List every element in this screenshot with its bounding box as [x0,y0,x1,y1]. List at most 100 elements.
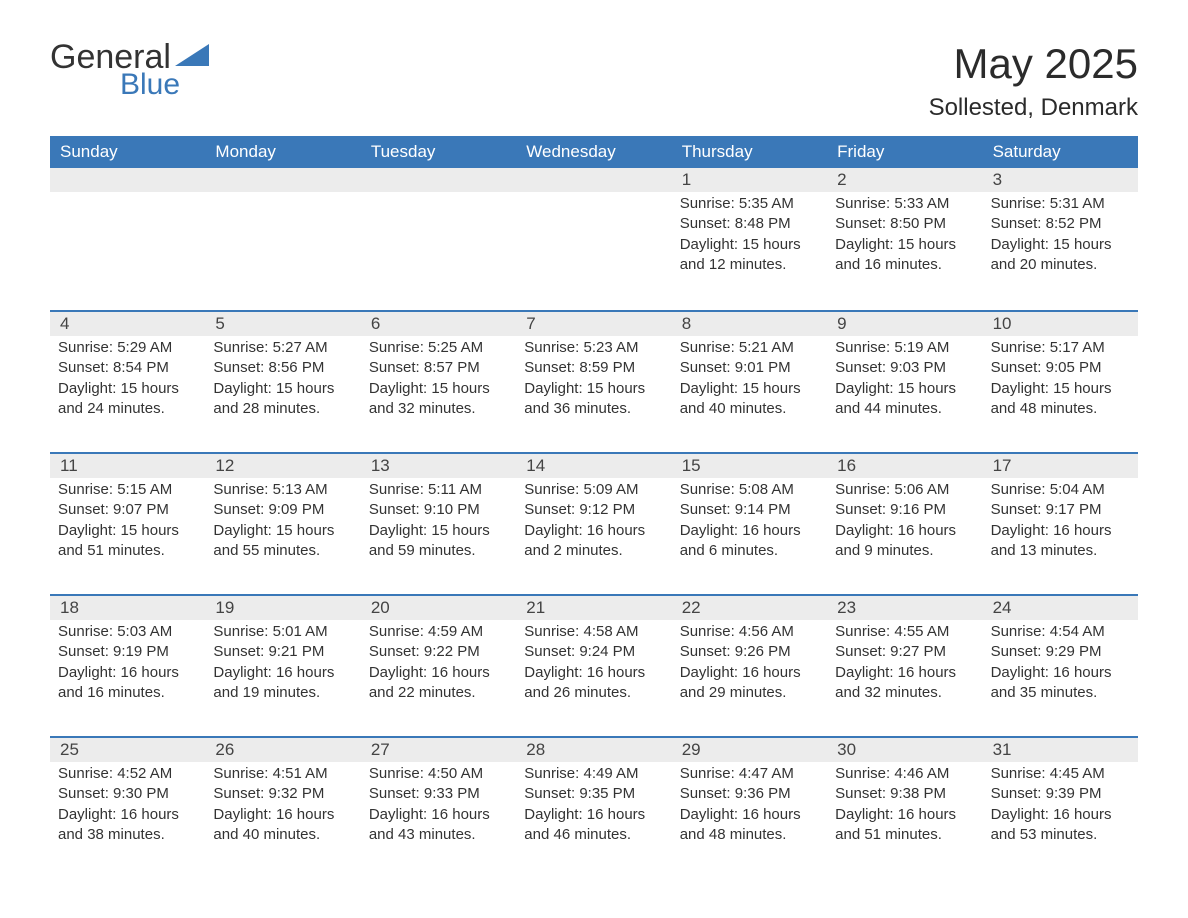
sunrise-text: Sunrise: 5:25 AM [369,338,508,358]
sunset-text: Sunset: 9:21 PM [213,642,352,662]
day-number: 26 [205,738,360,762]
daylight-text: Daylight: 15 hours and 59 minutes. [369,521,508,562]
day-cell: Sunrise: 4:59 AMSunset: 9:22 PMDaylight:… [361,620,516,713]
sunrise-text: Sunrise: 5:21 AM [680,338,819,358]
sunset-text: Sunset: 9:05 PM [991,358,1130,378]
sunrise-text: Sunrise: 5:06 AM [835,480,974,500]
day-number: 4 [50,312,205,336]
sunset-text: Sunset: 9:33 PM [369,784,508,804]
day-cell: Sunrise: 5:35 AMSunset: 8:48 PMDaylight:… [672,192,827,285]
day-cell [516,192,671,285]
sunset-text: Sunset: 8:52 PM [991,214,1130,234]
day-cell: Sunrise: 4:55 AMSunset: 9:27 PMDaylight:… [827,620,982,713]
day-cell: Sunrise: 5:13 AMSunset: 9:09 PMDaylight:… [205,478,360,571]
daylight-text: Daylight: 15 hours and 51 minutes. [58,521,197,562]
dow-saturday: Saturday [983,136,1138,168]
day-number: 13 [361,454,516,478]
title-block: May 2025 Sollested, Denmark [929,40,1138,122]
day-number [205,168,360,192]
sunset-text: Sunset: 9:36 PM [680,784,819,804]
day-cell: Sunrise: 5:19 AMSunset: 9:03 PMDaylight:… [827,336,982,429]
sunrise-text: Sunrise: 5:23 AM [524,338,663,358]
day-number-band: 11121314151617 [50,454,1138,478]
day-cell: Sunrise: 5:29 AMSunset: 8:54 PMDaylight:… [50,336,205,429]
day-number: 10 [983,312,1138,336]
calendar: Sunday Monday Tuesday Wednesday Thursday… [50,136,1138,878]
daylight-text: Daylight: 15 hours and 20 minutes. [991,235,1130,276]
day-number: 1 [672,168,827,192]
day-cell [361,192,516,285]
week-row: 45678910Sunrise: 5:29 AMSunset: 8:54 PMD… [50,310,1138,452]
sunset-text: Sunset: 9:17 PM [991,500,1130,520]
week-row: 18192021222324Sunrise: 5:03 AMSunset: 9:… [50,594,1138,736]
daylight-text: Daylight: 15 hours and 48 minutes. [991,379,1130,420]
day-number: 29 [672,738,827,762]
sunrise-text: Sunrise: 5:15 AM [58,480,197,500]
day-cell: Sunrise: 5:21 AMSunset: 9:01 PMDaylight:… [672,336,827,429]
dow-sunday: Sunday [50,136,205,168]
daylight-text: Daylight: 15 hours and 55 minutes. [213,521,352,562]
sunset-text: Sunset: 9:12 PM [524,500,663,520]
day-cell: Sunrise: 4:46 AMSunset: 9:38 PMDaylight:… [827,762,982,855]
day-number: 6 [361,312,516,336]
daylight-text: Daylight: 15 hours and 44 minutes. [835,379,974,420]
day-cell: Sunrise: 5:11 AMSunset: 9:10 PMDaylight:… [361,478,516,571]
day-body-row: Sunrise: 5:29 AMSunset: 8:54 PMDaylight:… [50,336,1138,429]
day-number: 22 [672,596,827,620]
daylight-text: Daylight: 16 hours and 2 minutes. [524,521,663,562]
logo: General Blue [50,40,209,100]
day-number: 11 [50,454,205,478]
day-cell: Sunrise: 4:47 AMSunset: 9:36 PMDaylight:… [672,762,827,855]
day-cell [205,192,360,285]
sunrise-text: Sunrise: 5:09 AM [524,480,663,500]
sunrise-text: Sunrise: 5:17 AM [991,338,1130,358]
daylight-text: Daylight: 15 hours and 32 minutes. [369,379,508,420]
sunset-text: Sunset: 9:32 PM [213,784,352,804]
day-cell: Sunrise: 5:01 AMSunset: 9:21 PMDaylight:… [205,620,360,713]
day-number: 28 [516,738,671,762]
header: General Blue May 2025 Sollested, Denmark [50,40,1138,122]
daylight-text: Daylight: 16 hours and 6 minutes. [680,521,819,562]
sunset-text: Sunset: 8:48 PM [680,214,819,234]
daylight-text: Daylight: 16 hours and 13 minutes. [991,521,1130,562]
sunrise-text: Sunrise: 5:19 AM [835,338,974,358]
daylight-text: Daylight: 16 hours and 48 minutes. [680,805,819,846]
sunrise-text: Sunrise: 5:35 AM [680,194,819,214]
sunset-text: Sunset: 9:30 PM [58,784,197,804]
day-cell: Sunrise: 4:50 AMSunset: 9:33 PMDaylight:… [361,762,516,855]
daylight-text: Daylight: 15 hours and 40 minutes. [680,379,819,420]
day-number-band: 18192021222324 [50,596,1138,620]
dow-tuesday: Tuesday [361,136,516,168]
sunrise-text: Sunrise: 5:03 AM [58,622,197,642]
day-cell: Sunrise: 5:17 AMSunset: 9:05 PMDaylight:… [983,336,1138,429]
day-number: 16 [827,454,982,478]
sunrise-text: Sunrise: 5:01 AM [213,622,352,642]
day-body-row: Sunrise: 4:52 AMSunset: 9:30 PMDaylight:… [50,762,1138,855]
day-cell [50,192,205,285]
sunrise-text: Sunrise: 4:46 AM [835,764,974,784]
dow-friday: Friday [827,136,982,168]
sunrise-text: Sunrise: 4:55 AM [835,622,974,642]
sunset-text: Sunset: 9:26 PM [680,642,819,662]
sunset-text: Sunset: 9:39 PM [991,784,1130,804]
day-number [516,168,671,192]
day-number: 18 [50,596,205,620]
month-title: May 2025 [929,40,1138,88]
daylight-text: Daylight: 16 hours and 22 minutes. [369,663,508,704]
day-cell: Sunrise: 4:45 AMSunset: 9:39 PMDaylight:… [983,762,1138,855]
sunset-text: Sunset: 8:57 PM [369,358,508,378]
day-number: 9 [827,312,982,336]
day-cell: Sunrise: 5:25 AMSunset: 8:57 PMDaylight:… [361,336,516,429]
sunset-text: Sunset: 8:59 PM [524,358,663,378]
daylight-text: Daylight: 16 hours and 53 minutes. [991,805,1130,846]
daylight-text: Daylight: 15 hours and 12 minutes. [680,235,819,276]
sunset-text: Sunset: 9:27 PM [835,642,974,662]
day-number: 8 [672,312,827,336]
week-row: 25262728293031Sunrise: 4:52 AMSunset: 9:… [50,736,1138,878]
day-number-band: 45678910 [50,312,1138,336]
day-cell: Sunrise: 5:08 AMSunset: 9:14 PMDaylight:… [672,478,827,571]
sunset-text: Sunset: 9:14 PM [680,500,819,520]
sunset-text: Sunset: 8:54 PM [58,358,197,378]
day-number: 17 [983,454,1138,478]
sunset-text: Sunset: 9:19 PM [58,642,197,662]
